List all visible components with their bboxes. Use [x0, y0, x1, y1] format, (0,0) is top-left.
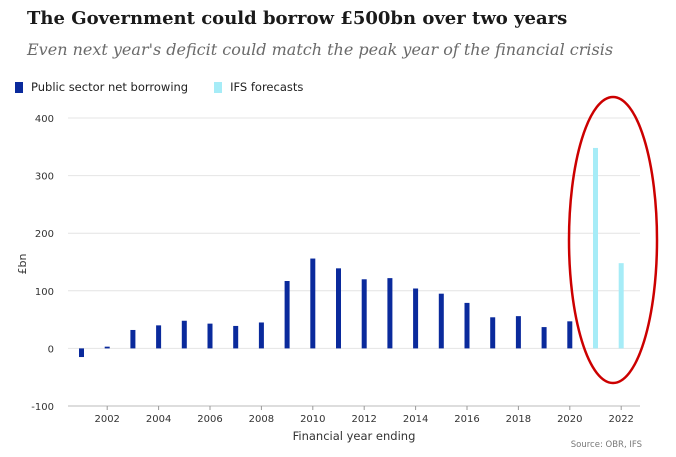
y-tick-label: 0 — [48, 344, 54, 355]
bar-actual — [104, 346, 110, 349]
legend-label-actual: Public sector net borrowing — [31, 80, 189, 94]
bar-actual — [79, 348, 84, 358]
y-tick-label: 400 — [35, 114, 54, 125]
chart-subtitle: Even next year's deficit could match the… — [27, 40, 614, 59]
bar-actual — [310, 258, 316, 349]
bar-actual — [541, 327, 547, 349]
x-tick-label: 2016 — [454, 414, 479, 425]
x-tick-label: 2022 — [608, 414, 633, 425]
y-tick-label: -100 — [31, 402, 54, 413]
legend-item-forecast: IFS forecasts — [214, 80, 303, 94]
legend-label-forecast: IFS forecasts — [230, 80, 304, 94]
chart-title: The Government could borrow £500bn over … — [27, 8, 568, 29]
legend-swatch-forecast — [214, 81, 223, 93]
bar-actual — [156, 325, 162, 349]
bar-actual — [515, 316, 521, 349]
bar-actual — [258, 322, 264, 349]
x-tick-label: 2002 — [94, 414, 119, 425]
x-tick-label: 2006 — [197, 414, 222, 425]
legend-item-actual: Public sector net borrowing — [15, 80, 188, 94]
x-tick-label: 2014 — [403, 414, 428, 425]
x-tick-label: 2020 — [557, 414, 582, 425]
bar-actual — [207, 323, 213, 349]
bar-actual — [387, 278, 393, 349]
bar-actual — [181, 320, 187, 349]
bar-actual — [336, 268, 341, 349]
y-tick-label: 300 — [35, 172, 54, 183]
bar-actual — [567, 321, 573, 349]
x-tick-label: 2008 — [249, 414, 274, 425]
y-tick-label: 100 — [35, 287, 54, 298]
x-tick-label: 2004 — [146, 414, 171, 425]
bar-forecast — [618, 263, 624, 349]
x-axis-title: Financial year ending — [293, 429, 416, 443]
x-tick-label: 2012 — [351, 414, 376, 425]
x-tick-label: 2018 — [506, 414, 531, 425]
legend: Public sector net borrowing IFS forecast… — [15, 80, 329, 94]
bar-actual — [490, 317, 496, 349]
bar-actual — [284, 281, 290, 349]
bar-forecast — [593, 147, 598, 349]
annotation-ellipse — [567, 95, 659, 385]
bar-actual — [233, 325, 239, 349]
bar-actual — [413, 288, 419, 349]
y-axis-title: £bn — [16, 253, 29, 274]
bar-actual — [438, 293, 444, 349]
bar-actual — [464, 302, 470, 349]
x-tick-label: 2010 — [300, 414, 325, 425]
y-tick-label: 200 — [35, 229, 54, 240]
bar-actual — [361, 279, 367, 349]
legend-swatch-actual — [15, 81, 23, 93]
bar-actual — [130, 329, 136, 349]
source-note: Source: OBR, IFS — [570, 440, 642, 450]
